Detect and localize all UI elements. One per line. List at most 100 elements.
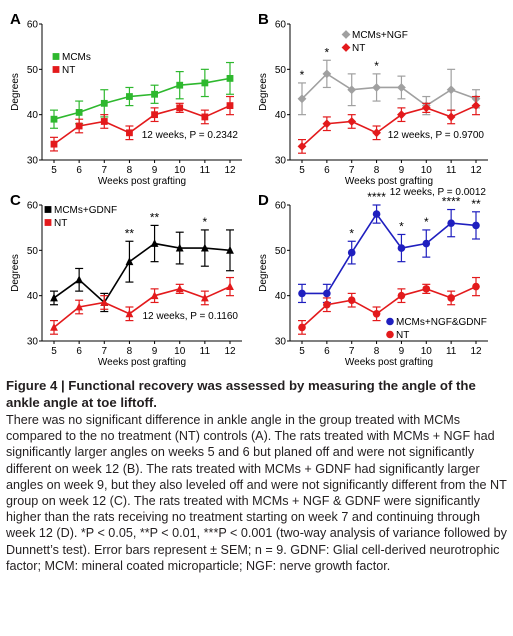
legend-label: NT	[352, 43, 365, 54]
x-tick-label: 6	[76, 346, 82, 357]
data-point	[397, 244, 406, 252]
data-point	[100, 118, 108, 125]
data-point	[175, 243, 184, 252]
significance-mark: *	[325, 45, 330, 59]
p-value-annotation: 12 weeks, P = 0.0012	[390, 187, 487, 198]
series-mcms-ngf	[297, 59, 481, 116]
y-axis-label: Degrees	[258, 73, 269, 111]
p-value-annotation: 12 weeks, P = 0.2342	[142, 130, 239, 141]
data-point	[472, 282, 480, 291]
data-point	[100, 298, 109, 306]
legend-label: MCMs	[62, 52, 91, 63]
x-axis-label: Weeks post grafting	[98, 357, 186, 368]
x-tick-label: 10	[174, 346, 186, 357]
data-point	[200, 243, 209, 252]
series-line	[53, 104, 231, 145]
x-tick-label: 12	[224, 346, 236, 357]
x-tick-label: 9	[399, 346, 405, 357]
y-tick-label: 60	[275, 20, 287, 31]
caption-body: There was no significant difference in a…	[6, 413, 507, 573]
legend-marker	[386, 317, 394, 326]
x-tick-label: 6	[324, 346, 330, 357]
x-tick-label: 11	[446, 346, 457, 357]
panel-label: B	[258, 11, 269, 28]
legend: MCMs+NGF&GDNF NT	[386, 317, 487, 341]
x-tick-label: 6	[324, 165, 330, 176]
data-point	[422, 285, 431, 293]
x-tick-label: 9	[399, 165, 405, 176]
significance-mark: *	[424, 215, 429, 229]
chart-panel-a: A 30 40 50 60 5 6 7 8 9 10 11 12 Degrees Weeks post gr…	[10, 11, 242, 187]
data-point	[322, 119, 332, 129]
x-tick-label: 11	[446, 165, 457, 176]
data-point	[200, 293, 209, 302]
x-tick-label: 5	[299, 346, 305, 357]
x-tick-label: 7	[102, 165, 108, 176]
data-point	[297, 94, 307, 104]
data-point	[447, 219, 455, 227]
data-point	[323, 289, 331, 298]
legend-marker	[341, 43, 351, 52]
p-value-annotation: 12 weeks, P = 0.1160	[142, 311, 238, 322]
legend-label: MCMs+NGF	[352, 30, 408, 41]
y-tick-label: 40	[275, 110, 287, 121]
legend-marker	[52, 53, 60, 60]
x-tick-label: 7	[349, 165, 355, 176]
legend-label: NT	[62, 65, 75, 76]
y-tick-label: 50	[275, 65, 287, 76]
x-tick-label: 8	[127, 165, 133, 176]
x-tick-label: 8	[374, 346, 380, 357]
data-point	[347, 85, 357, 95]
legend-label: MCMs+GDNF	[54, 205, 117, 216]
x-tick-label: 12	[224, 165, 236, 176]
data-point	[347, 296, 356, 305]
x-tick-label: 10	[421, 346, 433, 357]
x-tick-label: 6	[76, 165, 82, 176]
data-point	[75, 109, 83, 116]
data-point	[125, 257, 134, 266]
series-line	[301, 72, 477, 107]
data-point	[75, 275, 84, 284]
significance-mark: ****	[442, 195, 461, 209]
series-line	[53, 242, 231, 304]
significance-mark: ****	[367, 190, 386, 204]
data-point	[75, 302, 84, 311]
data-point	[175, 284, 184, 293]
data-point	[176, 81, 184, 89]
data-point	[397, 83, 406, 92]
significance-mark: **	[471, 197, 481, 211]
y-tick-label: 30	[275, 156, 287, 167]
data-point	[421, 103, 431, 113]
data-point	[226, 245, 234, 254]
data-point	[323, 300, 331, 309]
y-tick-label: 40	[27, 291, 39, 302]
data-point	[446, 112, 456, 122]
data-point	[75, 122, 83, 130]
series-nt	[298, 276, 480, 335]
data-point	[150, 239, 159, 247]
data-point	[422, 239, 431, 248]
data-point	[50, 293, 58, 302]
x-tick-label: 8	[127, 346, 133, 357]
panel-label: A	[10, 11, 21, 28]
data-point	[446, 85, 456, 95]
data-point	[151, 90, 158, 98]
x-tick-label: 5	[51, 165, 57, 176]
data-point	[226, 102, 234, 109]
y-tick-label: 30	[27, 337, 39, 348]
y-axis-label: Degrees	[10, 73, 21, 111]
y-tick-label: 60	[27, 201, 39, 212]
legend: MCMs+GDNF NT	[44, 205, 117, 229]
x-tick-label: 5	[51, 346, 57, 357]
chart-panel-b: B 30 40 50 60 5 6 7 8 9 10 11 12 Degrees Weeks post gr…	[258, 11, 488, 187]
significance-mark: *	[349, 226, 354, 240]
significance-mark: *	[399, 219, 404, 233]
y-tick-label: 50	[27, 65, 39, 76]
figure-caption: Figure 4 | Functional recovery was asses…	[6, 377, 509, 574]
y-tick-label: 60	[275, 201, 287, 212]
series-nt	[50, 95, 234, 152]
data-point	[201, 113, 209, 121]
series-nt	[297, 95, 481, 154]
y-tick-label: 60	[27, 20, 39, 31]
x-tick-label: 8	[374, 165, 380, 176]
